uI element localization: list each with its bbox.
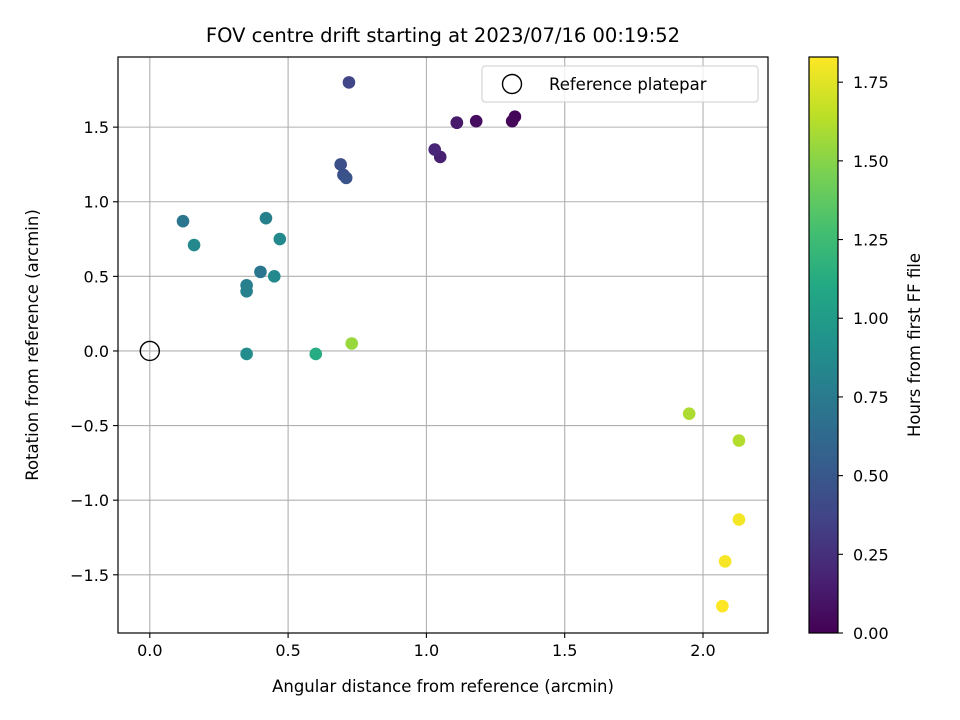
plot-area bbox=[118, 57, 768, 633]
grid bbox=[118, 57, 768, 633]
y-tick-label: 1.0 bbox=[84, 193, 109, 212]
y-tick-label: −0.5 bbox=[70, 417, 109, 436]
plot-frame bbox=[117, 56, 769, 634]
reference-platepar-marker bbox=[139, 340, 161, 362]
data-point bbox=[254, 265, 267, 279]
data-point bbox=[273, 232, 287, 246]
y-tick-label: 0.0 bbox=[84, 342, 109, 361]
x-axis-ticks: 0.0 0.5 1.0 1.5 2.0 bbox=[137, 633, 716, 660]
data-point bbox=[450, 116, 464, 129]
legend-box bbox=[481, 65, 759, 103]
legend-marker-icon bbox=[501, 73, 523, 95]
colorbar-label: Hours from first FF file bbox=[905, 253, 924, 437]
data-point bbox=[309, 347, 323, 361]
colorbar-ticks: 0.00 0.25 0.50 0.75 1.00 1.25 1.50 1.75 bbox=[838, 73, 889, 643]
colorbar-tick-label: 1.50 bbox=[853, 152, 889, 171]
y-axis-ticks: −1.5 −1.0 −0.5 0.0 0.5 1.0 1.5 bbox=[70, 118, 118, 585]
data-point bbox=[176, 214, 190, 228]
colorbar-tick-label: 1.25 bbox=[853, 231, 889, 250]
x-tick-label: 1.5 bbox=[552, 641, 577, 660]
data-point bbox=[718, 555, 732, 568]
x-tick-label: 0.5 bbox=[275, 641, 300, 660]
data-point bbox=[259, 211, 273, 225]
data-point bbox=[682, 407, 696, 420]
chart-title: FOV centre drift starting at 2023/07/16 … bbox=[206, 24, 680, 47]
colorbar-tick-label: 0.00 bbox=[853, 624, 889, 643]
colorbar-tick-label: 1.00 bbox=[853, 309, 889, 328]
x-axis-label: Angular distance from reference (arcmin) bbox=[272, 677, 614, 696]
colorbar-tick-label: 1.75 bbox=[853, 73, 889, 92]
legend-label: Reference platepar bbox=[549, 75, 707, 94]
data-point bbox=[342, 76, 356, 89]
data-point bbox=[505, 114, 519, 128]
colorbar-tick-label: 0.50 bbox=[853, 467, 889, 486]
data-point bbox=[267, 270, 281, 283]
data-point bbox=[469, 114, 483, 128]
data-point bbox=[339, 171, 353, 185]
data-point bbox=[428, 143, 442, 156]
data-point bbox=[716, 599, 729, 613]
x-tick-label: 0.0 bbox=[137, 641, 162, 660]
x-tick-label: 1.0 bbox=[414, 641, 439, 660]
scatter-points bbox=[176, 76, 746, 613]
y-tick-label: −1.5 bbox=[70, 566, 109, 585]
colorbar-tick-label: 0.75 bbox=[853, 388, 889, 407]
y-axis-label: Rotation from reference (arcmin) bbox=[23, 209, 42, 481]
data-point bbox=[334, 158, 347, 171]
y-tick-label: −1.0 bbox=[70, 491, 109, 510]
colorbar-tick-label: 0.25 bbox=[853, 545, 889, 564]
x-tick-label: 2.0 bbox=[690, 641, 715, 660]
legend: Reference platepar bbox=[481, 65, 759, 103]
data-point bbox=[345, 337, 359, 350]
data-point bbox=[187, 238, 201, 252]
data-point bbox=[240, 347, 253, 361]
data-point bbox=[240, 284, 253, 298]
data-point bbox=[732, 434, 746, 447]
y-tick-label: 1.5 bbox=[84, 118, 109, 137]
y-tick-label: 0.5 bbox=[84, 267, 109, 286]
colorbar bbox=[808, 56, 839, 634]
data-point bbox=[732, 513, 746, 526]
